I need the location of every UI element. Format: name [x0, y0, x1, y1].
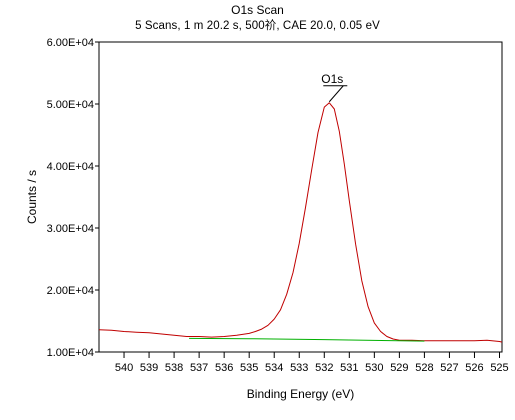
x-tick-label: 531 — [340, 362, 358, 374]
series-layer — [98, 102, 503, 343]
x-tick-label: 525 — [490, 362, 508, 374]
x-tick-label: 530 — [365, 362, 383, 374]
chart-subtitle: 5 Scans, 1 m 20.2 s, 500祄, CAE 20.0, 0.0… — [135, 20, 380, 32]
x-tick-label: 529 — [390, 362, 408, 374]
y-tick-label: 3.00E+04 — [47, 223, 94, 235]
chart-title: O1s Scan — [231, 3, 284, 17]
plot-frame — [98, 41, 503, 353]
x-tick-label: 526 — [465, 362, 483, 374]
x-tick-label: 535 — [240, 362, 258, 374]
y-tick-label: 5.00E+04 — [47, 99, 94, 111]
spectrum-line — [98, 102, 503, 343]
y-tick-label: 4.00E+04 — [47, 161, 94, 173]
x-tick-label: 528 — [415, 362, 433, 374]
x-tick-label: 534 — [265, 362, 283, 374]
y-tick-label: 2.00E+04 — [47, 285, 94, 297]
y-tick-label: 1.00E+04 — [47, 347, 94, 359]
x-tick-label: 538 — [165, 362, 183, 374]
x-tick-label: 533 — [290, 362, 308, 374]
x-tick-label: 527 — [440, 362, 458, 374]
peak-annotation-label: O1s — [321, 72, 343, 86]
x-tick-label: 537 — [190, 362, 208, 374]
x-tick-label: 540 — [115, 362, 133, 374]
y-tick-label: 6.00E+04 — [47, 37, 94, 49]
peak-annotation-leader — [328, 85, 344, 103]
x-axis-label: Binding Energy (eV) — [247, 387, 354, 401]
background-line — [189, 337, 425, 342]
x-tick-label: 536 — [215, 362, 233, 374]
x-tick-label: 532 — [315, 362, 333, 374]
x-axis: 540 539 538 537 536 535 534 533 532 531 530 529 528 5… — [115, 352, 509, 374]
y-axis-label: Counts / s — [25, 170, 39, 224]
y-axis: 1.00E+04 2.00E+04 3.00E+04 4.00E+04 5.00E+04… — [47, 37, 99, 359]
x-tick-label: 539 — [140, 362, 158, 374]
